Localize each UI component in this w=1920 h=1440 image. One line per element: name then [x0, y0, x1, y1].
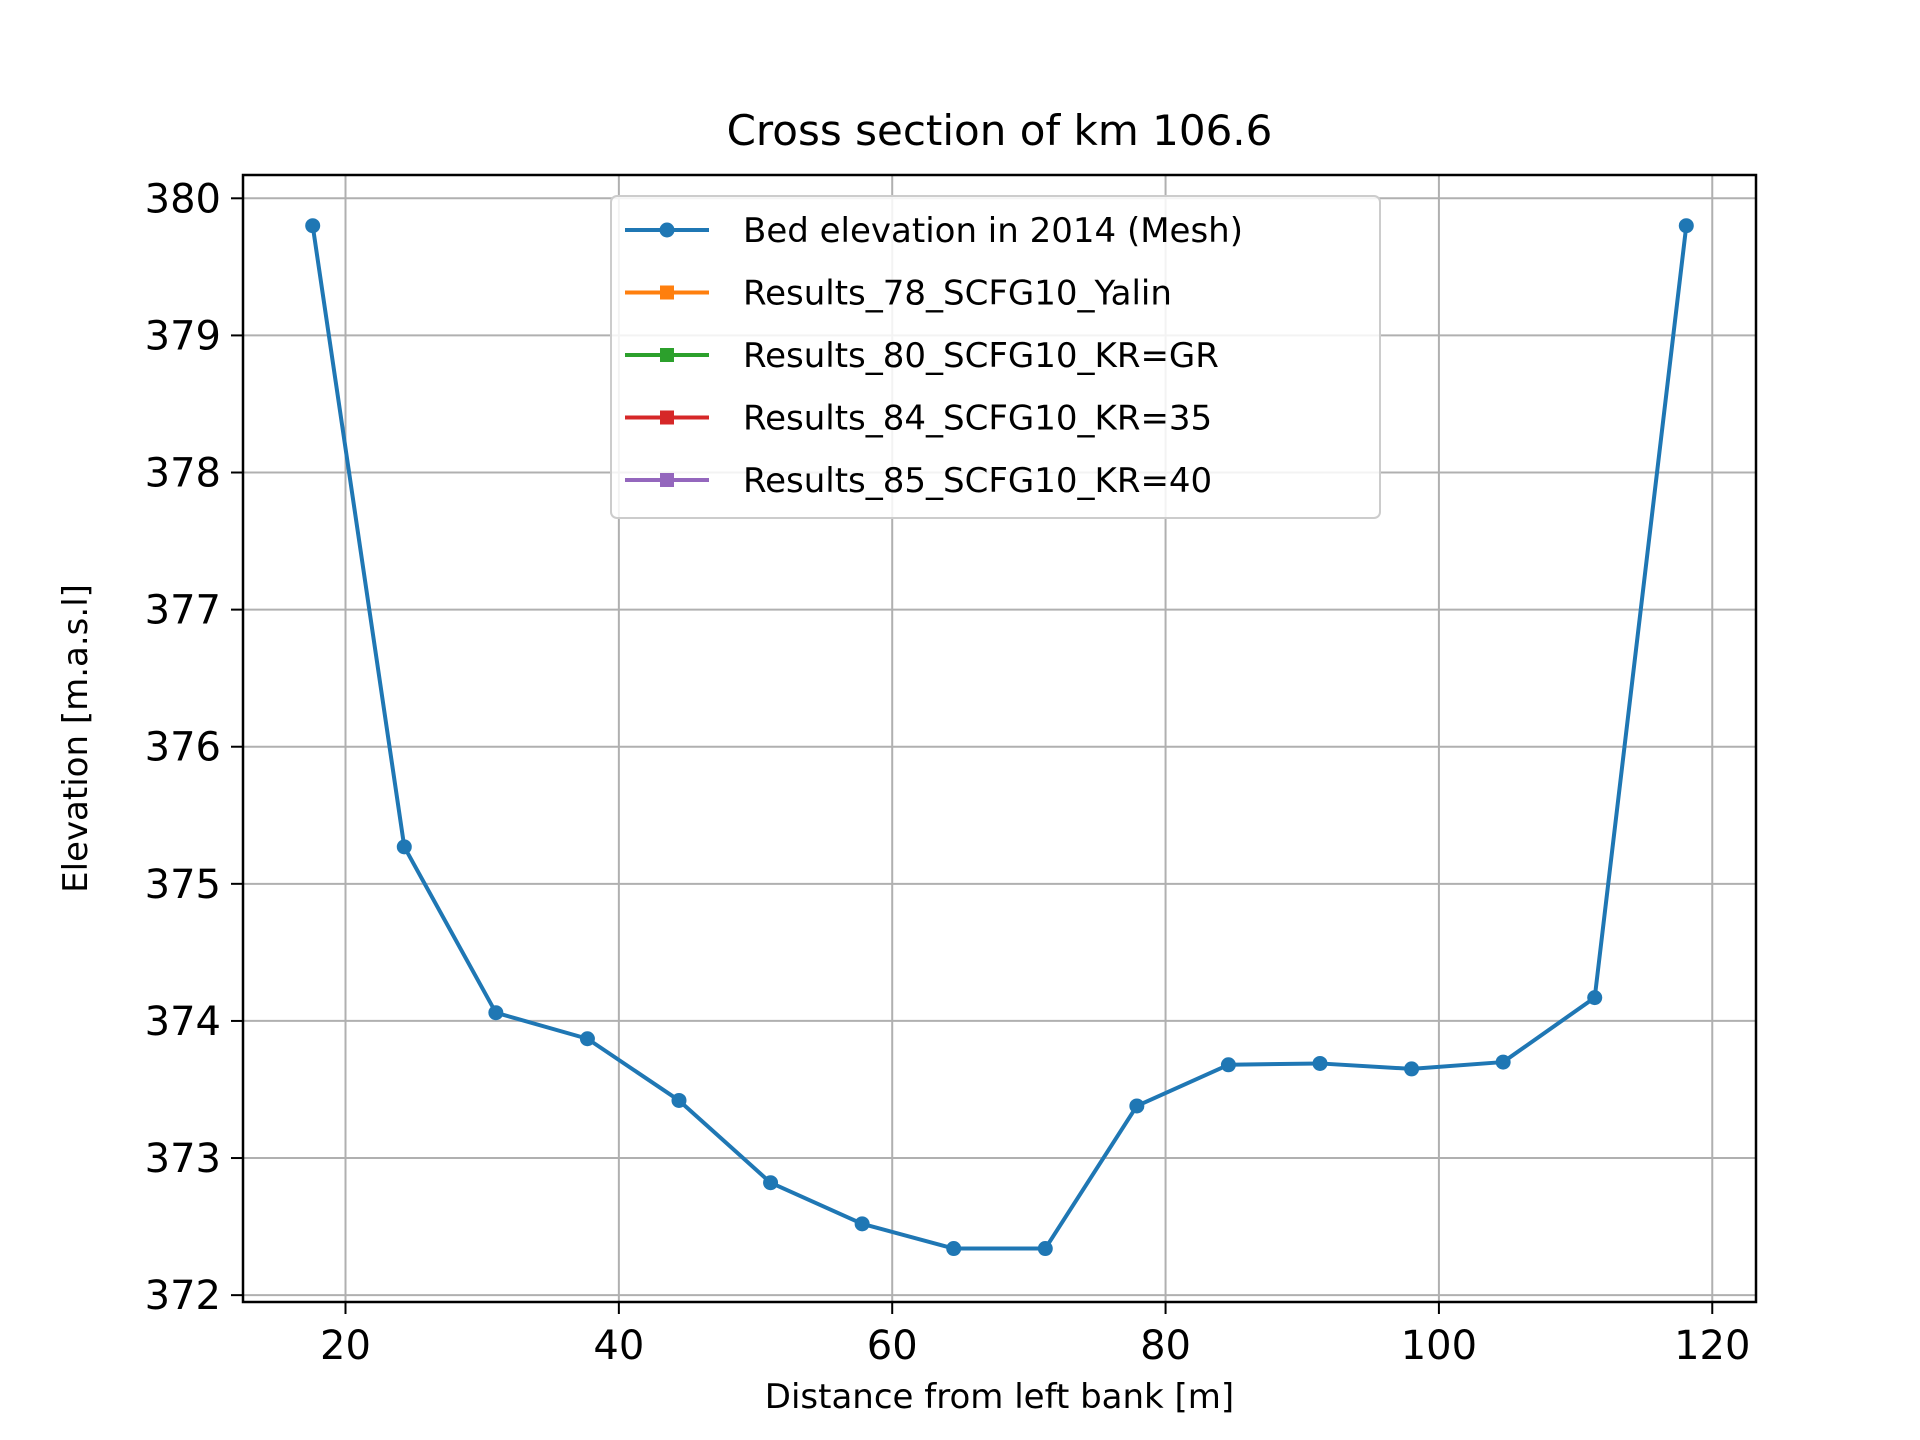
x-tick-label: 120 — [1674, 1323, 1750, 1369]
legend-label: Results_80_SCFG10_KR=GR — [743, 336, 1219, 376]
x-tick-label: 80 — [1140, 1323, 1191, 1369]
data-point — [946, 1241, 962, 1257]
y-tick-label: 379 — [145, 313, 221, 359]
legend-label: Results_85_SCFG10_KR=40 — [743, 461, 1212, 501]
data-point — [763, 1175, 779, 1191]
plot-frame — [241, 173, 1758, 1304]
chart-title: Cross section of km 106.6 — [727, 106, 1273, 155]
data-point — [1678, 218, 1694, 234]
y-tick-label: 373 — [145, 1136, 221, 1182]
legend-marker — [660, 285, 674, 300]
y-tick-label: 376 — [145, 725, 221, 771]
ticks: 20 40 60 80 100 120 372 373 374 375 376 377 378 379 38… — [145, 176, 1751, 1369]
legend-box — [610, 195, 1381, 519]
legend-label: Bed elevation in 2014 (Mesh) — [743, 211, 1243, 251]
data-point — [854, 1216, 870, 1232]
legend-marker — [660, 410, 674, 425]
data-point — [579, 1031, 595, 1047]
data-point — [1129, 1098, 1145, 1114]
x-tick-label: 20 — [320, 1323, 371, 1369]
y-tick-label: 378 — [145, 451, 221, 497]
data-point — [396, 839, 412, 855]
data-point — [1312, 1055, 1328, 1071]
legend-marker — [659, 222, 675, 238]
series-line — [310, 225, 1689, 1251]
x-tick-label: 60 — [867, 1323, 918, 1369]
data-point — [671, 1092, 687, 1108]
y-tick-label: 377 — [145, 588, 221, 634]
y-axis-title: Elevation [m.a.s.l] — [56, 584, 96, 893]
data-point — [1220, 1057, 1236, 1073]
legend-label: Results_84_SCFG10_KR=35 — [743, 399, 1212, 439]
legend-marker — [660, 348, 674, 362]
series-layer — [305, 218, 1694, 1257]
x-tick-label: 40 — [593, 1323, 644, 1369]
data-point — [1587, 990, 1603, 1006]
x-axis-title: Distance from left bank [m] — [765, 1377, 1234, 1417]
data-point — [1037, 1241, 1053, 1257]
y-tick-label: 375 — [145, 862, 221, 908]
legend-marker — [660, 473, 674, 487]
data-point — [305, 218, 321, 234]
data-point — [1495, 1054, 1511, 1070]
data-point — [488, 1005, 504, 1021]
legend-label: Results_78_SCFG10_Yalin — [743, 274, 1172, 314]
legend: Bed elevation in 2014 (Mesh) Results_78_S… — [610, 195, 1381, 519]
data-point — [1404, 1061, 1420, 1077]
y-tick-label: 374 — [145, 999, 221, 1045]
x-tick-label: 100 — [1401, 1323, 1477, 1369]
y-tick-label: 372 — [145, 1273, 221, 1319]
y-tick-label: 380 — [145, 176, 221, 222]
